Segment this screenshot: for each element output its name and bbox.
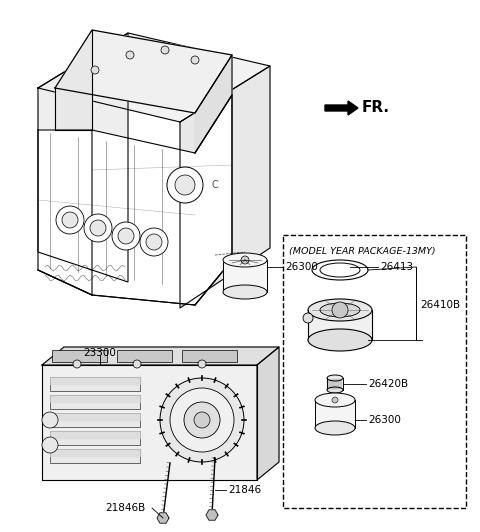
Polygon shape: [315, 400, 355, 428]
Ellipse shape: [312, 260, 368, 280]
Circle shape: [62, 212, 78, 228]
Text: 26420B: 26420B: [368, 379, 408, 389]
Bar: [50, 377, 140, 391]
Ellipse shape: [327, 387, 343, 393]
Ellipse shape: [308, 299, 372, 321]
Ellipse shape: [315, 393, 355, 407]
Polygon shape: [157, 513, 169, 523]
Text: 23300: 23300: [84, 348, 117, 358]
Circle shape: [332, 302, 348, 318]
Ellipse shape: [308, 329, 372, 351]
Circle shape: [241, 256, 249, 264]
Text: C: C: [212, 180, 218, 190]
Circle shape: [42, 412, 58, 428]
Circle shape: [56, 206, 84, 234]
Circle shape: [170, 388, 234, 452]
Polygon shape: [308, 310, 372, 340]
Polygon shape: [180, 66, 270, 308]
Text: 26410B: 26410B: [420, 300, 460, 310]
Circle shape: [184, 402, 220, 438]
Circle shape: [191, 56, 199, 64]
Polygon shape: [55, 30, 92, 130]
Ellipse shape: [327, 375, 343, 381]
Circle shape: [303, 313, 313, 323]
Circle shape: [133, 360, 141, 368]
Text: (MODEL YEAR PACKAGE-13MY): (MODEL YEAR PACKAGE-13MY): [289, 247, 436, 256]
Bar: [50, 413, 140, 427]
Circle shape: [126, 51, 134, 59]
Bar: [283, 235, 466, 508]
Polygon shape: [38, 33, 128, 282]
Circle shape: [175, 175, 195, 195]
Text: 21846B: 21846B: [105, 503, 145, 513]
Polygon shape: [42, 347, 279, 365]
Circle shape: [332, 397, 338, 403]
Polygon shape: [206, 510, 218, 520]
Polygon shape: [42, 365, 257, 480]
Text: 26413: 26413: [380, 262, 413, 272]
Polygon shape: [50, 413, 140, 420]
Ellipse shape: [223, 253, 267, 267]
Ellipse shape: [315, 421, 355, 435]
Polygon shape: [38, 130, 92, 295]
Circle shape: [198, 360, 206, 368]
Polygon shape: [55, 30, 232, 113]
Ellipse shape: [227, 254, 263, 266]
Circle shape: [42, 437, 58, 453]
Text: FR.: FR.: [362, 101, 390, 115]
Ellipse shape: [320, 303, 360, 317]
Polygon shape: [50, 377, 140, 384]
Text: 21846: 21846: [228, 485, 261, 495]
Circle shape: [73, 360, 81, 368]
Circle shape: [167, 167, 203, 203]
Bar: [50, 395, 140, 409]
Polygon shape: [327, 378, 343, 390]
Circle shape: [112, 222, 140, 250]
Polygon shape: [50, 431, 140, 438]
Circle shape: [146, 234, 162, 250]
Bar: [117, 350, 172, 362]
Ellipse shape: [320, 263, 360, 277]
Circle shape: [140, 228, 168, 256]
Bar: [182, 350, 237, 362]
Text: 26300: 26300: [368, 415, 401, 425]
Polygon shape: [257, 347, 279, 480]
Circle shape: [118, 228, 134, 244]
Polygon shape: [195, 55, 232, 153]
Circle shape: [161, 46, 169, 54]
Text: 26300: 26300: [285, 262, 318, 272]
Circle shape: [91, 66, 99, 74]
Polygon shape: [223, 260, 267, 292]
Bar: [52, 350, 107, 362]
Polygon shape: [50, 449, 140, 456]
Bar: [50, 431, 140, 445]
Polygon shape: [38, 33, 270, 122]
Polygon shape: [50, 395, 140, 402]
Polygon shape: [325, 101, 358, 115]
Ellipse shape: [223, 285, 267, 299]
Circle shape: [160, 378, 244, 462]
Polygon shape: [38, 95, 232, 305]
Circle shape: [90, 220, 106, 236]
Bar: [50, 449, 140, 463]
Circle shape: [194, 412, 210, 428]
Circle shape: [84, 214, 112, 242]
Polygon shape: [195, 95, 232, 305]
